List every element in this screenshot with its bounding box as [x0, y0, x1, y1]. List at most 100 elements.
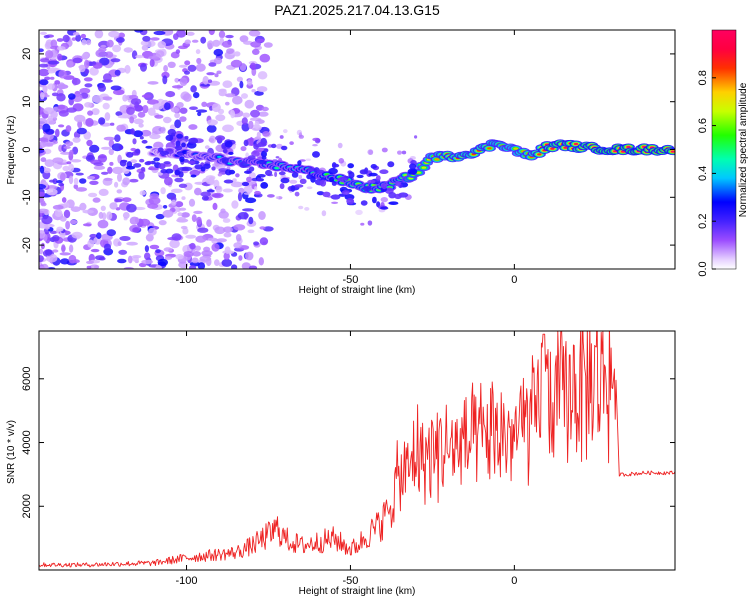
- noise-blob: [195, 109, 208, 113]
- ridge-sidelobe: [215, 135, 226, 141]
- noise-blob: [114, 69, 121, 76]
- noise-blob: [103, 136, 115, 141]
- noise-blob: [133, 118, 144, 125]
- noise-blob: [241, 93, 248, 99]
- noise-blob: [39, 68, 50, 77]
- noise-blob: [189, 264, 197, 269]
- noise-blob: [132, 227, 140, 233]
- noise-blob: [55, 128, 60, 138]
- noise-blob: [283, 129, 288, 134]
- noise-blob: [225, 34, 234, 39]
- ridge-sidelobe: [179, 156, 185, 163]
- noise-blob: [149, 133, 161, 140]
- noise-blob: [240, 146, 247, 152]
- noise-blob: [223, 232, 232, 238]
- noise-blob: [98, 117, 106, 125]
- noise-blob: [205, 257, 212, 267]
- noise-blob: [176, 30, 187, 38]
- noise-blob: [59, 216, 67, 222]
- noise-blob: [116, 124, 126, 132]
- noise-blob: [66, 60, 74, 68]
- noise-blob: [183, 93, 192, 102]
- noise-blob: [267, 194, 275, 198]
- noise-blob: [104, 112, 111, 121]
- noise-blob: [262, 226, 274, 232]
- noise-blob: [239, 80, 244, 89]
- ridge-sidelobe: [407, 168, 418, 175]
- noise-blob: [57, 104, 66, 110]
- noise-blob: [222, 226, 233, 233]
- noise-blob: [304, 207, 310, 211]
- noise-blob: [63, 209, 71, 219]
- ridge-blob: [217, 155, 222, 158]
- noise-blob: [108, 30, 120, 38]
- noise-blob: [175, 49, 181, 54]
- ridge-sidelobe: [260, 182, 269, 189]
- colorbar-tick-label: 0.0: [697, 261, 709, 276]
- spectrogram-x-axis-label: Height of straight line (km): [299, 285, 416, 296]
- ridge-sidelobe: [376, 201, 381, 208]
- noise-blob: [144, 252, 151, 260]
- noise-blob: [174, 119, 182, 129]
- noise-blob: [89, 264, 100, 269]
- noise-blob: [321, 210, 327, 217]
- noise-blob: [202, 75, 209, 85]
- noise-blob: [225, 101, 230, 106]
- ridge-sidelobe: [141, 139, 148, 144]
- noise-blob: [253, 241, 260, 246]
- noise-blob: [218, 30, 226, 39]
- noise-blob: [179, 116, 187, 122]
- noise-blob: [88, 192, 98, 198]
- noise-blob: [280, 174, 286, 177]
- noise-blob: [66, 107, 77, 113]
- noise-blob: [39, 106, 45, 115]
- ridge-blob: [421, 166, 427, 169]
- noise-blob: [72, 32, 80, 36]
- ridge-sidelobe: [264, 148, 269, 153]
- noise-blob: [224, 246, 231, 254]
- noise-blob: [305, 158, 311, 161]
- noise-blob: [43, 167, 51, 174]
- ridge-sidelobe: [118, 145, 124, 150]
- colorbar-tick-label: 0.6: [697, 118, 709, 133]
- noise-blob: [248, 265, 258, 269]
- noise-blob: [189, 242, 196, 250]
- noise-blob: [74, 114, 86, 123]
- noise-blob: [93, 162, 104, 167]
- noise-blob: [68, 93, 76, 100]
- noise-blob: [47, 115, 53, 122]
- noise-blob: [89, 233, 98, 239]
- noise-blob: [52, 204, 64, 210]
- noise-blob: [247, 79, 253, 86]
- noise-blob: [243, 185, 253, 194]
- ridge-sidelobe: [261, 150, 267, 158]
- ridge-blob: [550, 147, 555, 150]
- noise-blob: [193, 210, 203, 214]
- noise-blob: [246, 176, 252, 183]
- ridge-sidelobe: [333, 163, 340, 168]
- noise-blob: [39, 79, 49, 86]
- noise-blob: [367, 149, 374, 156]
- noise-blob: [195, 49, 201, 55]
- noise-blob: [188, 124, 198, 130]
- noise-blob: [244, 99, 255, 109]
- noise-blob: [103, 177, 113, 181]
- noise-blob: [217, 173, 223, 177]
- ridge-sidelobe: [346, 198, 355, 205]
- ridge-sidelobe: [187, 160, 196, 165]
- noise-blob: [279, 135, 284, 139]
- noise-blob: [251, 89, 256, 93]
- noise-blob: [181, 196, 186, 201]
- noise-blob: [150, 37, 160, 41]
- noise-blob: [134, 105, 144, 112]
- ridge-sidelobe: [341, 190, 350, 195]
- noise-blob: [222, 218, 231, 223]
- noise-blob: [52, 157, 64, 164]
- ridge-sidelobe: [253, 143, 259, 150]
- noise-blob: [56, 226, 64, 232]
- ridge-blob: [670, 150, 675, 153]
- noise-blob: [66, 161, 72, 165]
- x-tick-label: -100: [176, 274, 198, 286]
- ridge-sidelobe: [271, 143, 277, 149]
- noise-blob: [101, 171, 109, 175]
